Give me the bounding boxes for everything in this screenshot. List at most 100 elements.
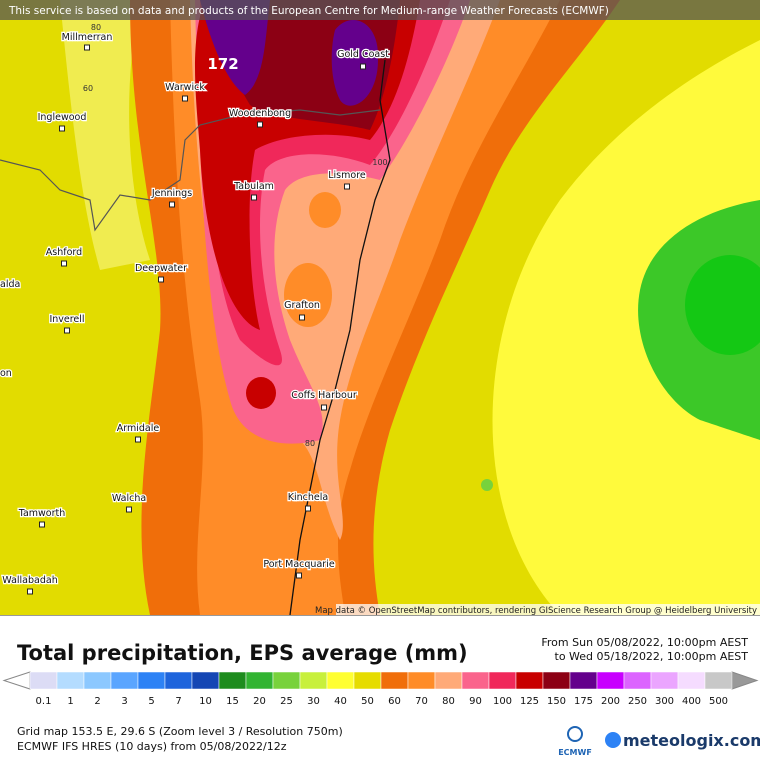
legend-swatch xyxy=(407,671,436,690)
legend-swatch xyxy=(542,671,571,690)
legend-swatch xyxy=(380,671,409,690)
legend-label: 150 xyxy=(547,696,566,707)
legend-label: 60 xyxy=(388,696,401,707)
legend-arrow-left xyxy=(2,671,31,690)
place-label: Kinchela xyxy=(288,492,328,503)
banner-bg xyxy=(0,0,760,20)
banner: This service is based on data and produc… xyxy=(8,5,609,17)
field-175 xyxy=(331,20,379,106)
legend-swatch xyxy=(272,671,301,690)
place-marker xyxy=(251,194,257,201)
place-label: Jennings xyxy=(151,188,192,199)
place-marker xyxy=(158,276,164,283)
ecmwf-logo: ECMWF xyxy=(558,748,592,757)
legend-swatch xyxy=(137,671,166,690)
place-label: Warwick xyxy=(165,82,205,93)
legend-swatch xyxy=(434,671,463,690)
grid-info: Grid map 153.5 E, 29.6 S (Zoom level 3 /… xyxy=(17,725,343,738)
contour-label: 60 xyxy=(83,84,93,93)
legend-label: 80 xyxy=(442,696,455,707)
field-175 xyxy=(200,0,270,95)
field-125-spot xyxy=(246,377,276,409)
legend-label: 300 xyxy=(655,696,674,707)
place-marker xyxy=(169,201,175,208)
field-light xyxy=(492,40,760,615)
legend-label: 2 xyxy=(94,696,100,707)
place-label: Gold Coast xyxy=(337,49,389,60)
place-marker xyxy=(64,327,70,334)
place-label: Walcha xyxy=(112,493,146,504)
legend-label: 7 xyxy=(175,696,181,707)
place-marker xyxy=(344,183,350,190)
place-label: Millmerran xyxy=(62,32,113,43)
legend-label: 50 xyxy=(361,696,374,707)
legend-swatch xyxy=(29,671,58,690)
contour-label: 80 xyxy=(305,439,315,448)
legend-swatch xyxy=(164,671,193,690)
legend-label: 20 xyxy=(253,696,266,707)
legend-swatch xyxy=(218,671,247,690)
field-green-dark xyxy=(685,255,760,355)
contour-label: 80 xyxy=(91,23,101,32)
field-70-island xyxy=(309,192,341,228)
map: This service is based on data and produc… xyxy=(0,0,760,616)
legend-label: 3 xyxy=(121,696,127,707)
place-marker xyxy=(59,125,65,132)
legend-label: 1 xyxy=(67,696,73,707)
place-label: Deepwater xyxy=(135,263,187,274)
legend-label: 30 xyxy=(307,696,320,707)
place-label: Ashford xyxy=(46,247,82,258)
place-marker xyxy=(135,436,141,443)
legend-arrow-right xyxy=(731,671,759,690)
legend-swatch xyxy=(515,671,544,690)
legend-swatch xyxy=(461,671,490,690)
place-label: on xyxy=(0,368,12,379)
legend-swatch xyxy=(704,671,733,690)
legend-label: 500 xyxy=(709,696,728,707)
place-marker xyxy=(61,260,67,267)
legend-label: 200 xyxy=(601,696,620,707)
legend-label: 100 xyxy=(493,696,512,707)
place-marker xyxy=(126,506,132,513)
place-marker xyxy=(321,404,327,411)
period-from: From Sun 05/08/2022, 10:00pm AEST xyxy=(541,636,748,649)
legend-swatch xyxy=(569,671,598,690)
legend-label: 10 xyxy=(199,696,212,707)
legend-label: 400 xyxy=(682,696,701,707)
ecmwf-icon xyxy=(567,726,583,742)
legend-swatch xyxy=(326,671,355,690)
legend-label: 125 xyxy=(520,696,539,707)
legend-label: 70 xyxy=(415,696,428,707)
legend-swatch xyxy=(677,671,706,690)
places: Millmerran Gold Coast Warwick Woodenbong Ing… xyxy=(0,31,390,595)
max-value: 172 xyxy=(207,55,238,73)
place-marker xyxy=(39,521,45,528)
state-border xyxy=(0,109,381,232)
legend-label: 175 xyxy=(574,696,593,707)
field-green-spot xyxy=(481,479,493,491)
place-marker xyxy=(296,572,302,579)
place-label: Inverell xyxy=(49,314,84,325)
period-to: to Wed 05/18/2022, 10:00pm AEST xyxy=(555,650,749,663)
place-marker xyxy=(257,121,263,128)
legend-swatch xyxy=(299,671,328,690)
meteologix-icon xyxy=(605,732,621,748)
model-info: ECMWF IFS HRES (10 days) from 05/08/2022… xyxy=(17,740,287,753)
legend-label: 15 xyxy=(226,696,239,707)
place-label: Wallabadah xyxy=(2,575,57,586)
place-label: Port Macquarie xyxy=(263,559,335,570)
place-marker xyxy=(182,95,188,102)
field-pale xyxy=(60,0,150,270)
place-label: Woodenbong xyxy=(229,108,291,119)
place-label: Grafton xyxy=(284,300,320,311)
legend-label: 250 xyxy=(628,696,647,707)
legend-swatch xyxy=(56,671,85,690)
legend-label: 5 xyxy=(148,696,154,707)
place-label: Inglewood xyxy=(38,112,87,123)
place-label: Lismore xyxy=(328,170,366,181)
place-label: Armidale xyxy=(117,423,160,434)
attribution-bg xyxy=(336,604,760,615)
legend: 0.1 1 2 3 5 7 10 15 20 25 30 40 50 60 70 80 90 100 125 150 1… xyxy=(2,671,759,707)
